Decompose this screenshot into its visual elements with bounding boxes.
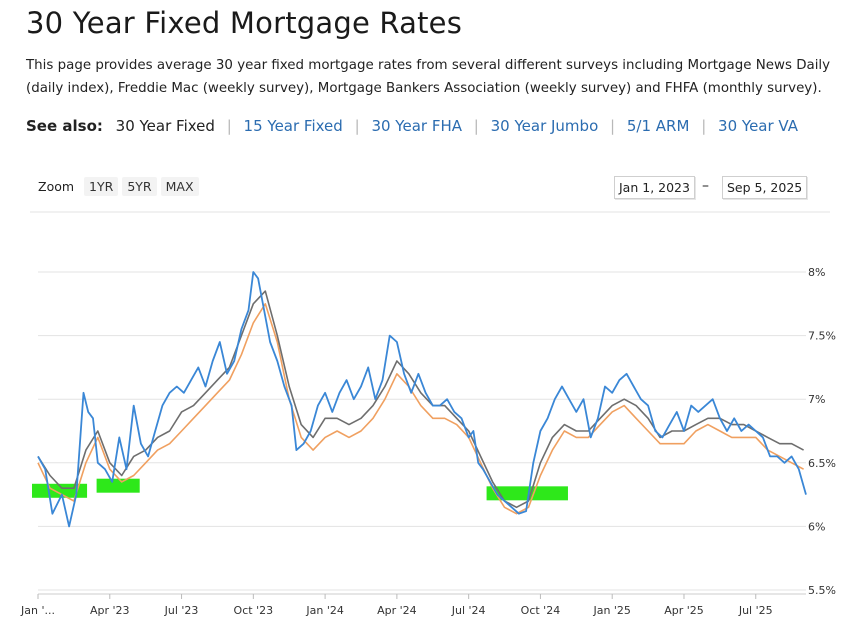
y-tick-label: 5.5% [808,584,836,597]
highlight-mark [96,478,140,493]
x-tick-label: Apr '24 [377,604,417,617]
x-tick-label: Jul '25 [738,604,773,617]
y-tick-label: 7% [808,393,825,406]
link-30-year-jumbo[interactable]: 30 Year Jumbo [490,117,599,135]
zoom-controls: Zoom 1YR 5YR MAX [38,177,199,196]
x-tick-label: Jul '23 [164,604,199,617]
page-title: 30 Year Fixed Mortgage Rates [26,6,463,40]
separator: | [701,117,707,135]
link-5-1-arm[interactable]: 5/1 ARM [626,117,690,135]
separator: | [610,117,616,135]
see-also-label: See also: [26,117,103,135]
date-to-input[interactable]: Sep 5, 2025 [722,176,808,199]
x-tick-label: Oct '23 [234,604,274,617]
date-range-separator: – [702,178,709,194]
separator: | [226,117,232,135]
separator: | [473,117,479,135]
link-15-year-fixed[interactable]: 15 Year Fixed [243,117,343,135]
page-intro: This page provides average 30 year fixed… [26,58,831,96]
monthly-survey-line [37,303,804,515]
link-30-year-fixed[interactable]: 30 Year Fixed [115,117,215,135]
see-also-nav: See also: 30 Year Fixed | 15 Year Fixed … [26,117,798,135]
y-tick-label: 8% [808,266,825,279]
link-30-year-va[interactable]: 30 Year VA [718,117,798,135]
y-tick-label: 6% [808,520,825,533]
daily-index-line [37,271,807,528]
highlight-mark [32,483,88,498]
x-tick-label: Jan '24 [305,604,343,617]
y-tick-label: 7.5% [808,330,836,343]
x-tick-label: Jan '... [20,604,55,617]
zoom-label: Zoom [38,179,75,194]
x-tick-label: Jul '24 [451,604,486,617]
x-tick-label: Jan '25 [592,604,630,617]
y-tick-label: 6.5% [808,457,836,470]
zoom-5yr-button[interactable]: 5YR [122,177,157,196]
zoom-max-button[interactable]: MAX [160,177,199,196]
date-from-input[interactable]: Jan 1, 2023 [614,176,695,199]
highlight-mark [486,486,568,501]
zoom-1yr-button[interactable]: 1YR [84,177,119,196]
separator: | [354,117,360,135]
x-tick-label: Apr '25 [664,604,704,617]
x-tick-label: Apr '23 [90,604,130,617]
weekly-survey-line [37,290,804,509]
x-tick-label: Oct '24 [521,604,561,617]
link-30-year-fha[interactable]: 30 Year FHA [371,117,462,135]
